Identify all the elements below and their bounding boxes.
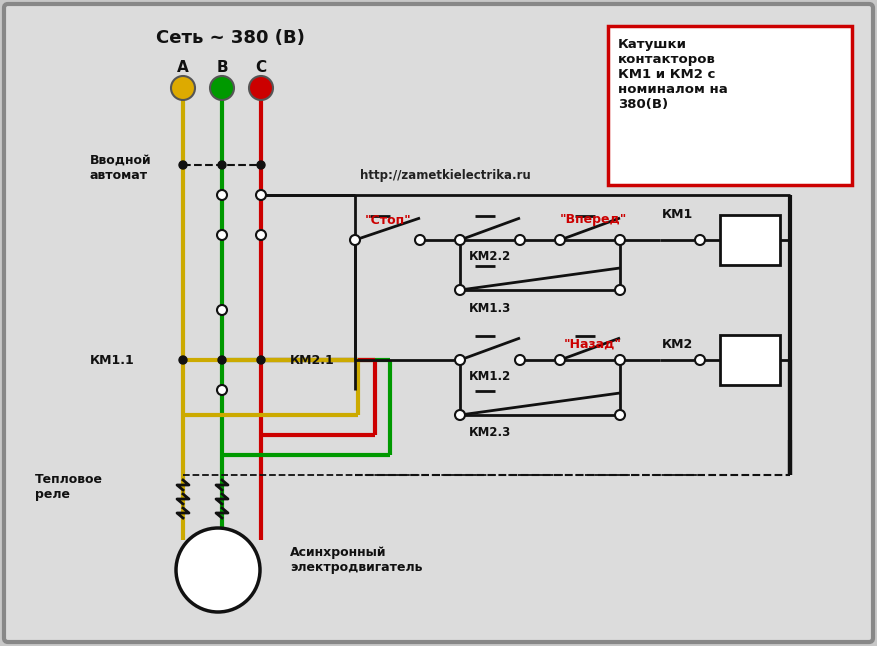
Text: B: B	[217, 61, 228, 76]
FancyBboxPatch shape	[608, 26, 852, 185]
Circle shape	[257, 161, 265, 169]
Text: Тепловое
реле: Тепловое реле	[35, 473, 103, 501]
Circle shape	[515, 355, 525, 365]
Text: C: C	[255, 61, 267, 76]
Text: "Стоп": "Стоп"	[365, 213, 411, 227]
Text: Катушки
контакторов
КМ1 и КМ2 с
номиналом на
380(В): Катушки контакторов КМ1 и КМ2 с номинало…	[618, 38, 728, 111]
Bar	[720, 215, 780, 265]
Circle shape	[217, 385, 227, 395]
Circle shape	[249, 76, 273, 100]
Circle shape	[515, 235, 525, 245]
Text: A: A	[177, 61, 189, 76]
Circle shape	[555, 355, 565, 365]
Circle shape	[615, 355, 625, 365]
Circle shape	[455, 235, 465, 245]
Circle shape	[615, 285, 625, 295]
Text: http://zametkielectrika.ru: http://zametkielectrika.ru	[360, 169, 531, 182]
Circle shape	[455, 355, 465, 365]
Text: КМ2.2: КМ2.2	[469, 251, 511, 264]
Circle shape	[615, 410, 625, 420]
Circle shape	[455, 410, 465, 420]
Circle shape	[256, 190, 266, 200]
Text: Асинхронный
электродвигатель: Асинхронный электродвигатель	[290, 546, 423, 574]
Circle shape	[179, 356, 187, 364]
Text: КМ2.3: КМ2.3	[469, 426, 511, 439]
FancyBboxPatch shape	[4, 4, 873, 642]
Text: Сеть ~ 380 (В): Сеть ~ 380 (В)	[155, 29, 304, 47]
Text: КМ1.1: КМ1.1	[90, 353, 135, 366]
Circle shape	[415, 235, 425, 245]
Circle shape	[257, 356, 265, 364]
Text: КМ1.2: КМ1.2	[469, 371, 511, 384]
Circle shape	[695, 355, 705, 365]
Text: КМ2.1: КМ2.1	[290, 353, 335, 366]
Circle shape	[695, 235, 705, 245]
Circle shape	[455, 285, 465, 295]
Circle shape	[217, 190, 227, 200]
Circle shape	[218, 356, 226, 364]
Text: Вводной
автомат: Вводной автомат	[90, 154, 152, 182]
Circle shape	[171, 76, 195, 100]
Text: КМ2: КМ2	[662, 337, 693, 351]
Circle shape	[350, 235, 360, 245]
Text: КМ1.3: КМ1.3	[469, 302, 511, 315]
Circle shape	[615, 235, 625, 245]
Text: "Назад": "Назад"	[564, 337, 622, 351]
Circle shape	[218, 161, 226, 169]
Circle shape	[217, 305, 227, 315]
Circle shape	[217, 230, 227, 240]
Text: "Вперед": "Вперед"	[560, 213, 627, 227]
Circle shape	[555, 235, 565, 245]
Bar	[720, 335, 780, 385]
Text: КМ1: КМ1	[662, 209, 693, 222]
Circle shape	[256, 230, 266, 240]
Circle shape	[179, 161, 187, 169]
Circle shape	[176, 528, 260, 612]
Circle shape	[210, 76, 234, 100]
